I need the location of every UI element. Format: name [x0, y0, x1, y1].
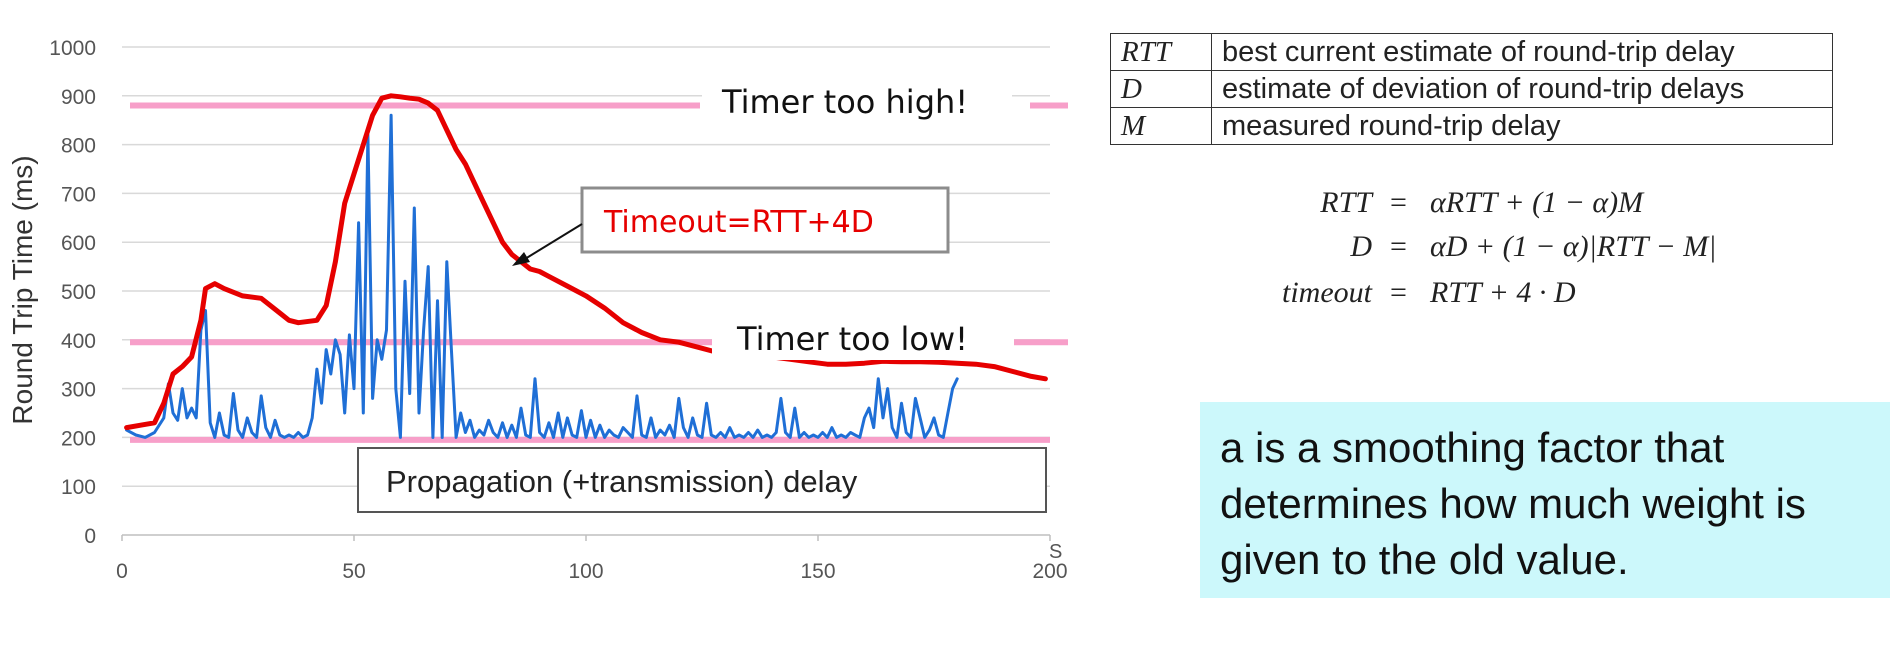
equation-rhs: RTT + 4 · D: [1430, 276, 1576, 309]
series-lines: [124, 93, 1048, 439]
definition-description: estimate of deviation of round-trip dela…: [1211, 70, 1833, 108]
equation-lhs: RTT: [1320, 186, 1372, 219]
y-tick-label: 900: [61, 86, 96, 109]
x-tick-label: 50: [342, 560, 365, 583]
definition-description: best current estimate of round-trip dela…: [1211, 33, 1833, 71]
y-tick-label: 700: [61, 183, 96, 206]
x-tick-label: 0: [116, 560, 128, 583]
equation-d: D = αD + (1 − α)|RTT − M|: [1230, 230, 1830, 270]
x-tick-label: 150: [800, 560, 835, 583]
timeout-arrow: [519, 223, 583, 263]
definition-symbol: D: [1110, 70, 1212, 108]
y-tick-labels: 0 100 200 300 400 500 600 700 800 900 1000: [49, 37, 96, 548]
equation-lhs: timeout: [1282, 276, 1372, 309]
y-tick-label: 600: [61, 232, 96, 255]
propagation-label-box: [357, 447, 1047, 513]
equation-rhs: αRTT + (1 − α)M: [1430, 186, 1644, 219]
y-tick-label: 100: [61, 476, 96, 499]
definition-symbol: RTT: [1110, 33, 1212, 71]
x-tick-label: 100: [568, 560, 603, 583]
x-tick-labels: 0 50 100 150 200: [116, 535, 1068, 583]
definition-description: measured round-trip delay: [1211, 107, 1833, 145]
definition-symbol: M: [1110, 107, 1212, 145]
y-tick-label: 400: [61, 330, 96, 353]
equation-op: =: [1390, 186, 1407, 219]
timer-high-label-bg: [702, 76, 1012, 128]
reference-lines: [130, 102, 1068, 443]
smoothing-note-box: a is a smoothing factor that determines …: [1200, 402, 1890, 598]
x-unit-label: S: [1049, 541, 1062, 563]
equation-op: =: [1390, 230, 1407, 263]
timeout-label-box: [580, 186, 950, 254]
timer-low-label-bg: [712, 316, 1014, 360]
timeout-series-line: [124, 93, 1048, 431]
equation-op: =: [1390, 276, 1407, 309]
definitions-table: RTT best current estimate of round-trip …: [1110, 33, 1833, 145]
y-tick-label: 0: [84, 525, 96, 548]
equation-rtt: RTT = αRTT + (1 − α)M: [1230, 186, 1830, 226]
y-tick-label: 500: [61, 281, 96, 304]
timeout-label: Timeout=RTT+4D: [603, 205, 874, 240]
equation-timeout: timeout = RTT + 4 · D: [1230, 276, 1830, 316]
timer-high-label: Timer too high!: [721, 83, 968, 121]
y-axis-label: Round Trip Time (ms): [7, 155, 38, 424]
definition-row: RTT best current estimate of round-trip …: [1110, 33, 1833, 71]
y-tick-label: 300: [61, 379, 96, 402]
x-tick-label: 200: [1032, 560, 1067, 583]
definition-row: M measured round-trip delay: [1110, 107, 1833, 145]
timeout-arrowhead: [512, 252, 530, 266]
y-tick-label: 1000: [49, 37, 96, 60]
rtt-chart: 0 100 200 300 400 500 600 700 800 900 1000 0 50 100 1…: [7, 37, 1068, 583]
smoothing-note-text: a is a smoothing factor that determines …: [1220, 424, 1806, 583]
timer-low-label: Timer too low!: [736, 320, 968, 358]
equation-rhs: αD + (1 − α)|RTT − M|: [1430, 230, 1717, 263]
definition-row: D estimate of deviation of round-trip de…: [1110, 70, 1833, 108]
measured-series-line: [125, 113, 959, 439]
y-tick-label: 800: [61, 135, 96, 158]
propagation-label: Propagation (+transmission) delay: [386, 464, 858, 499]
equation-lhs: D: [1350, 230, 1372, 263]
y-tick-label: 200: [61, 427, 96, 450]
